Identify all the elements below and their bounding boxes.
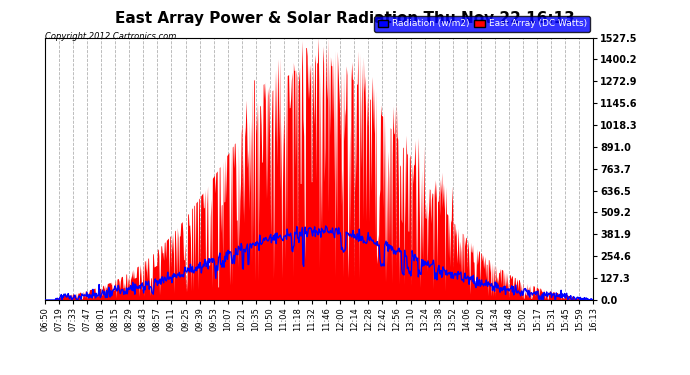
- Text: Copyright 2012 Cartronics.com: Copyright 2012 Cartronics.com: [45, 32, 176, 41]
- Legend: Radiation (w/m2), East Array (DC Watts): Radiation (w/m2), East Array (DC Watts): [374, 16, 590, 32]
- Text: East Array Power & Solar Radiation Thu Nov 22 16:13: East Array Power & Solar Radiation Thu N…: [115, 11, 575, 26]
